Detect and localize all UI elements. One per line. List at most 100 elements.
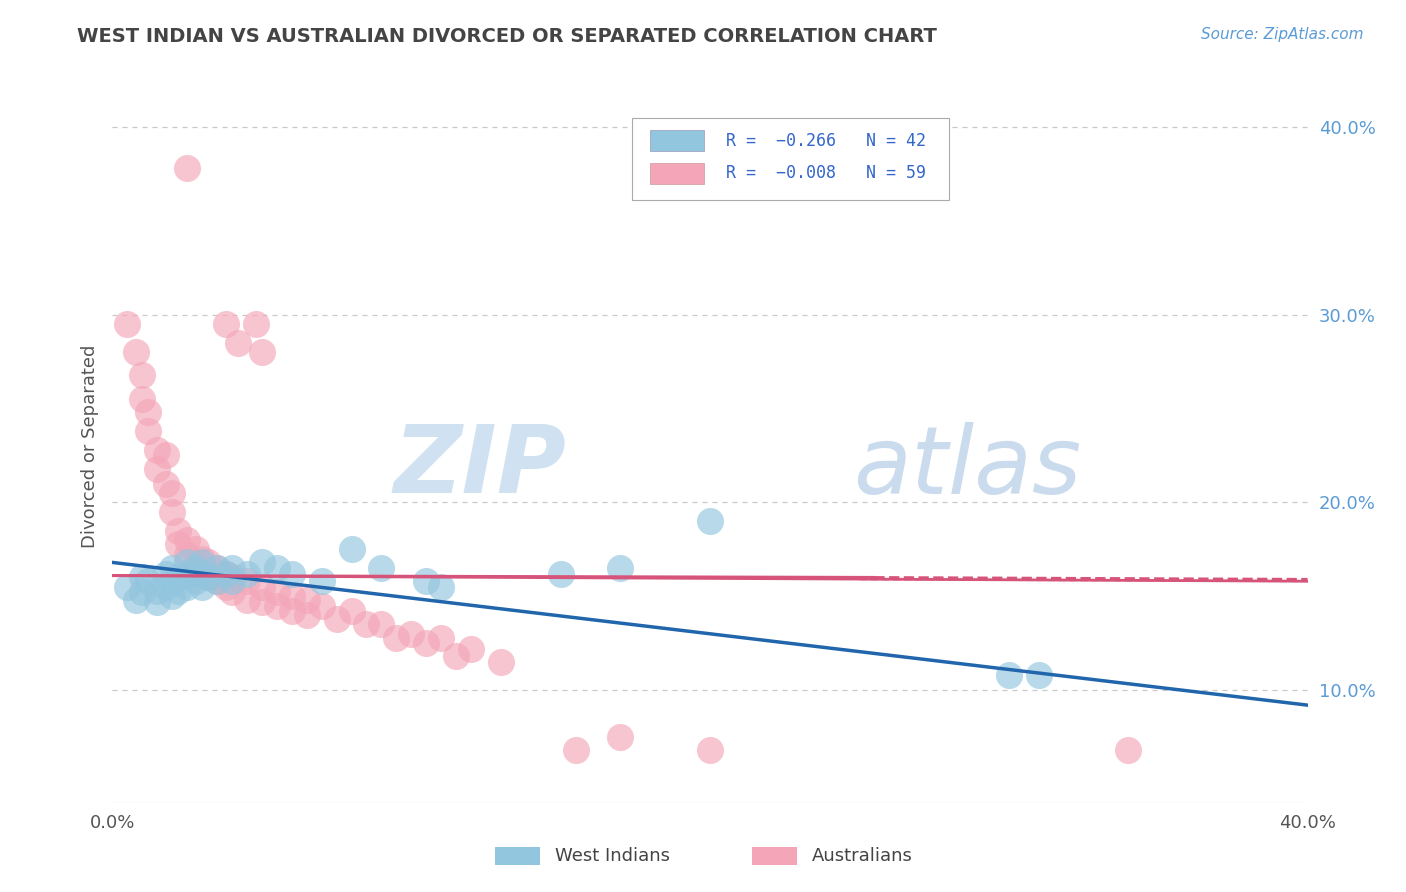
Point (998, 668, 1021, 682)
Point (325, 612, 347, 626)
Point (176, 580, 198, 594)
Point (281, 589, 304, 603)
Point (236, 566, 259, 581)
Point (138, 405, 160, 419)
Point (117, 580, 139, 594)
Point (281, 566, 304, 581)
Point (155, 566, 177, 581)
Point (340, 604, 363, 618)
FancyBboxPatch shape (651, 162, 704, 184)
Point (191, 566, 214, 581)
Point (370, 617, 392, 632)
Point (191, 566, 214, 581)
Point (176, 566, 198, 581)
Point (176, 533, 198, 547)
Point (250, 580, 273, 594)
FancyBboxPatch shape (752, 847, 797, 865)
Point (205, 574, 228, 589)
Point (186, 574, 208, 589)
Point (162, 505, 183, 519)
Point (295, 607, 318, 622)
Point (415, 574, 437, 589)
Point (221, 585, 243, 599)
Point (444, 649, 467, 664)
Point (266, 599, 288, 613)
Text: West Indians: West Indians (554, 847, 669, 864)
Point (281, 604, 304, 618)
Point (131, 368, 153, 382)
Text: Australians: Australians (811, 847, 912, 864)
Point (430, 631, 453, 645)
Point (215, 566, 238, 581)
Point (167, 583, 190, 598)
Point (138, 424, 160, 438)
Point (460, 641, 482, 656)
FancyBboxPatch shape (651, 130, 704, 152)
Point (162, 486, 183, 500)
Point (146, 442, 169, 457)
Text: atlas: atlas (853, 422, 1081, 513)
Point (155, 449, 177, 463)
Point (489, 655, 512, 669)
Point (167, 524, 190, 538)
Point (221, 574, 243, 589)
Point (146, 583, 169, 598)
Point (401, 627, 423, 641)
Point (125, 345, 148, 359)
Point (564, 743, 586, 757)
Point (250, 556, 273, 570)
Point (186, 561, 208, 575)
Point (167, 536, 190, 550)
Point (146, 595, 169, 609)
FancyBboxPatch shape (633, 118, 949, 200)
Point (197, 570, 219, 584)
Point (221, 561, 243, 575)
Point (266, 561, 288, 575)
Point (250, 595, 273, 609)
Point (311, 599, 333, 613)
Point (146, 461, 169, 475)
Text: ZIP: ZIP (394, 421, 567, 514)
Point (176, 161, 198, 175)
FancyBboxPatch shape (495, 847, 540, 865)
Point (138, 574, 160, 589)
Point (197, 556, 219, 570)
Point (609, 561, 631, 575)
Point (236, 593, 259, 607)
Point (131, 392, 153, 406)
Point (221, 570, 243, 584)
Point (356, 617, 378, 632)
Point (125, 593, 148, 607)
Point (250, 345, 273, 359)
Point (311, 574, 333, 589)
Point (215, 317, 238, 331)
Point (162, 561, 183, 575)
Point (370, 561, 392, 575)
Point (430, 580, 453, 594)
Point (340, 542, 363, 557)
Point (176, 548, 198, 562)
Point (215, 580, 238, 594)
Point (205, 574, 228, 589)
Point (226, 335, 249, 350)
Text: Source: ZipAtlas.com: Source: ZipAtlas.com (1201, 27, 1364, 42)
Point (245, 317, 267, 331)
Point (191, 580, 214, 594)
Text: WEST INDIAN VS AUSTRALIAN DIVORCED OR SEPARATED CORRELATION CHART: WEST INDIAN VS AUSTRALIAN DIVORCED OR SE… (77, 27, 938, 45)
Point (699, 743, 721, 757)
Point (117, 317, 139, 331)
Point (155, 580, 177, 594)
Point (266, 585, 288, 599)
Point (176, 556, 198, 570)
Point (186, 556, 208, 570)
Point (197, 570, 219, 584)
Point (131, 570, 153, 584)
Point (205, 561, 228, 575)
Point (131, 585, 153, 599)
Point (205, 561, 228, 575)
Point (295, 593, 318, 607)
Point (162, 589, 183, 603)
Point (167, 570, 190, 584)
Point (609, 730, 631, 744)
Point (162, 574, 183, 589)
